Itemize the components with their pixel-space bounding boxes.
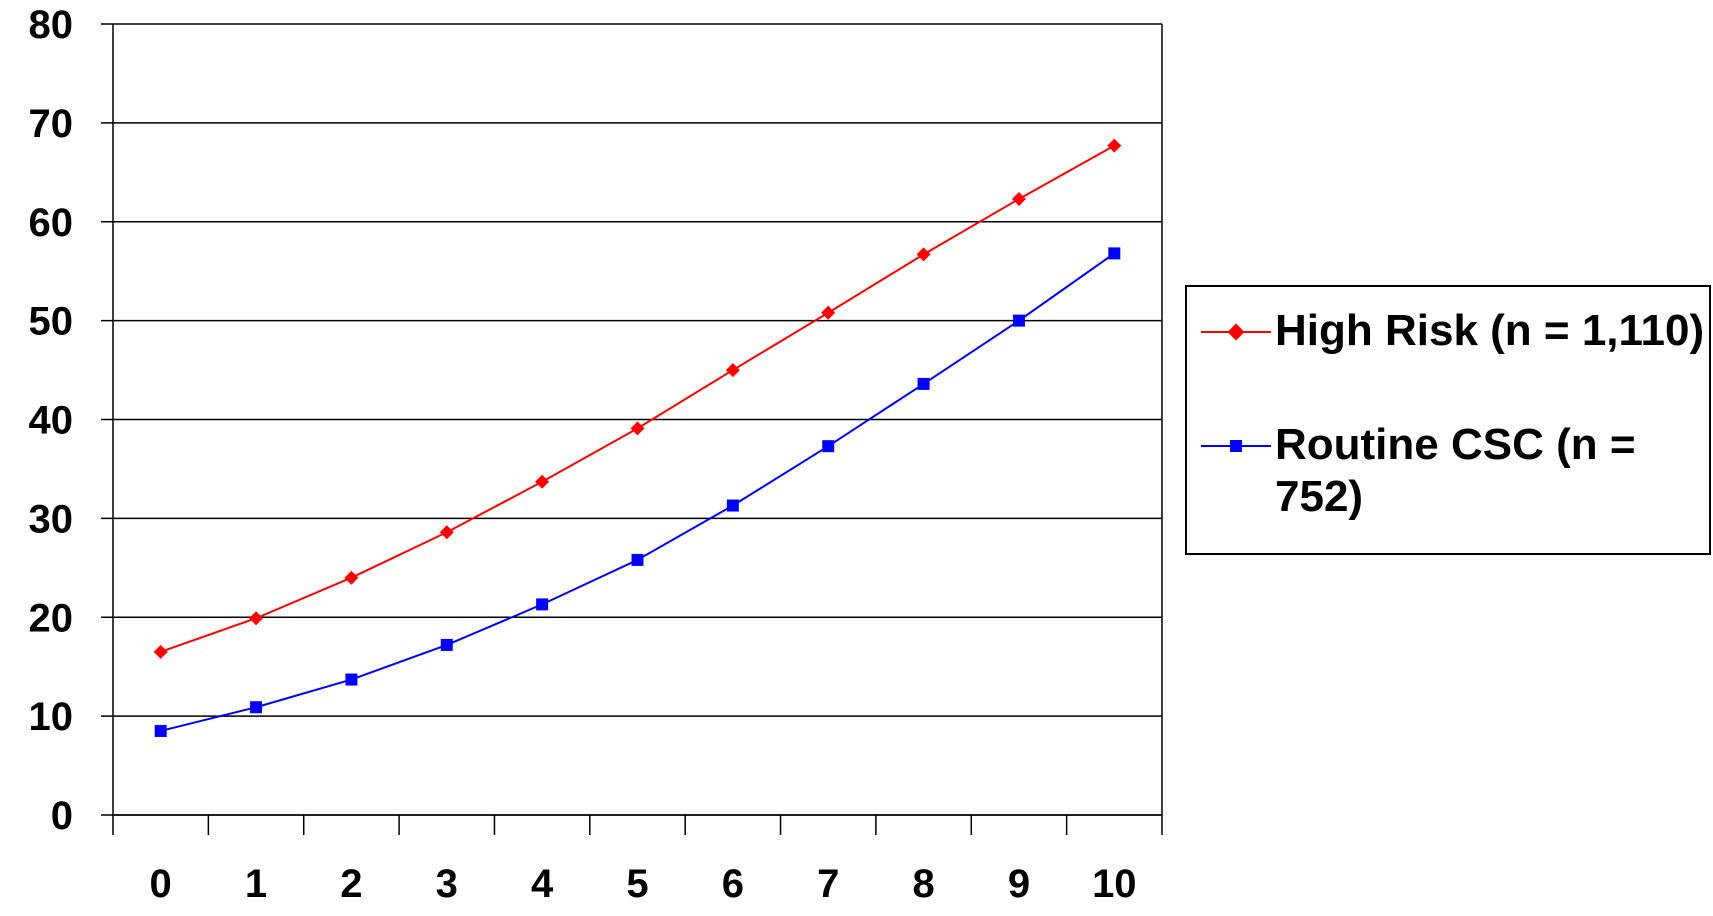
- legend-swatch-routine-csc: [1201, 419, 1271, 469]
- legend-label-routine-csc: Routine CSC (n = 752): [1275, 420, 1636, 521]
- data-point-square: [154, 724, 167, 737]
- data-point-diamond: [153, 644, 168, 659]
- legend-label-high-risk: High Risk (n = 1,110): [1275, 306, 1705, 355]
- x-tick-label: 0: [150, 862, 172, 906]
- x-tick-label: 5: [626, 862, 648, 906]
- x-tick-label: 9: [1008, 862, 1030, 906]
- data-point-diamond: [916, 247, 931, 262]
- x-tick-label: 6: [722, 862, 744, 906]
- y-tick-label: 0: [51, 794, 73, 838]
- data-point-square: [250, 701, 263, 714]
- y-tick-label: 40: [29, 399, 74, 443]
- series-lines: [153, 138, 1122, 737]
- data-point-diamond: [630, 421, 645, 436]
- y-tick-label: 50: [29, 300, 74, 344]
- data-point-diamond: [821, 305, 836, 320]
- x-tick-label: 7: [817, 862, 839, 906]
- x-tick-label: 3: [436, 862, 458, 906]
- tick-labels: 0 10 20 30 40 50 60 70 80 0 1 2 3 4 5 6 7 8 9 10: [29, 3, 1137, 906]
- data-point-square: [631, 553, 644, 566]
- data-point-square: [917, 377, 930, 390]
- data-point-diamond: [1107, 138, 1122, 153]
- data-point-square: [345, 673, 358, 686]
- axes: [101, 23, 1163, 835]
- y-tick-label: 20: [29, 596, 74, 640]
- y-tick-label: 70: [29, 102, 74, 146]
- data-point-diamond: [439, 525, 454, 540]
- x-tick-label: 2: [340, 862, 362, 906]
- series-line-1: [160, 252, 1115, 732]
- legend-item-routine-csc: Routine CSC (n = 752): [1201, 419, 1705, 523]
- x-tick-label: 8: [912, 862, 934, 906]
- x-tick-label: 1: [245, 862, 267, 906]
- legend: High Risk (n = 1,110) Routine CSC (n = 7…: [1185, 285, 1711, 555]
- y-tick-label: 60: [29, 201, 74, 245]
- y-tick-label: 10: [29, 695, 74, 739]
- data-point-diamond: [535, 474, 550, 489]
- y-tick-label: 80: [29, 3, 74, 47]
- data-point-square: [440, 638, 453, 651]
- gridlines: [113, 23, 1162, 816]
- x-tick-label: 4: [531, 862, 554, 906]
- data-point-diamond: [725, 363, 740, 378]
- data-point-diamond: [249, 611, 264, 626]
- data-point-square: [1012, 314, 1025, 327]
- data-point-square: [536, 598, 549, 611]
- data-point-diamond: [344, 570, 359, 585]
- data-point-diamond: [1011, 192, 1026, 207]
- y-tick-label: 30: [29, 497, 74, 541]
- legend-swatch-high-risk: [1201, 305, 1271, 355]
- x-tick-label: 10: [1092, 862, 1137, 906]
- data-point-square: [726, 499, 739, 512]
- legend-item-high-risk: High Risk (n = 1,110): [1201, 305, 1705, 357]
- data-point-square: [822, 440, 835, 453]
- data-point-square: [1108, 247, 1121, 260]
